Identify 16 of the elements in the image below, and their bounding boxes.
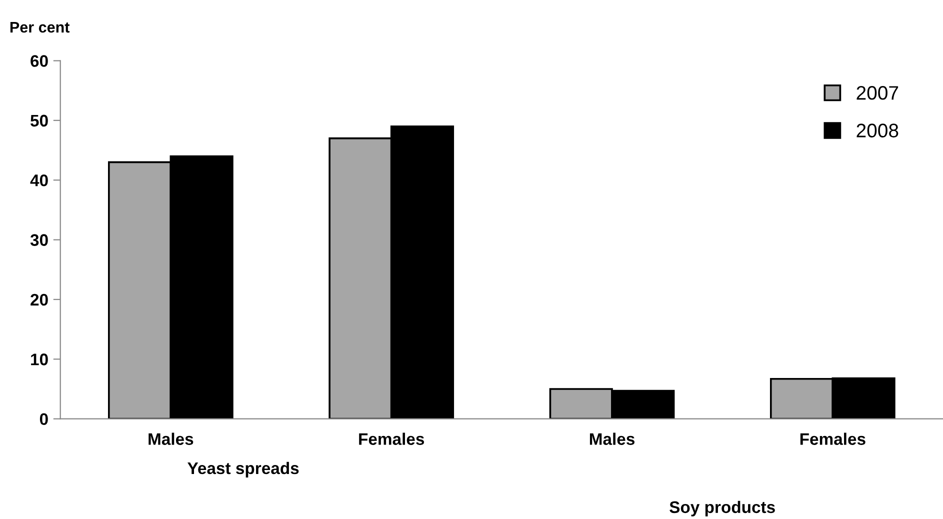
text: Yeast spreads <box>188 462 299 478</box>
text: Soy products <box>670 500 775 516</box>
x-tick-label: Females <box>800 432 866 445</box>
legend-label: 2007 <box>856 86 898 100</box>
x-tick-label: Females <box>359 432 424 445</box>
x-tick-label: Males <box>148 432 194 445</box>
y-tick-label: 40 <box>30 174 48 186</box>
y-tick-label: 50 <box>30 114 48 127</box>
x-tick-label: Males <box>590 432 634 445</box>
y-tick-label: 20 <box>30 294 48 306</box>
y-tick-label: 0 <box>40 413 48 426</box>
y-tick-label: 30 <box>30 234 48 246</box>
y-tick-label: 10 <box>31 354 48 366</box>
legend-label: 2008 <box>856 124 898 138</box>
y-tick-label: 60 <box>30 55 48 67</box>
y-axis-title: Per cent <box>10 22 70 33</box>
